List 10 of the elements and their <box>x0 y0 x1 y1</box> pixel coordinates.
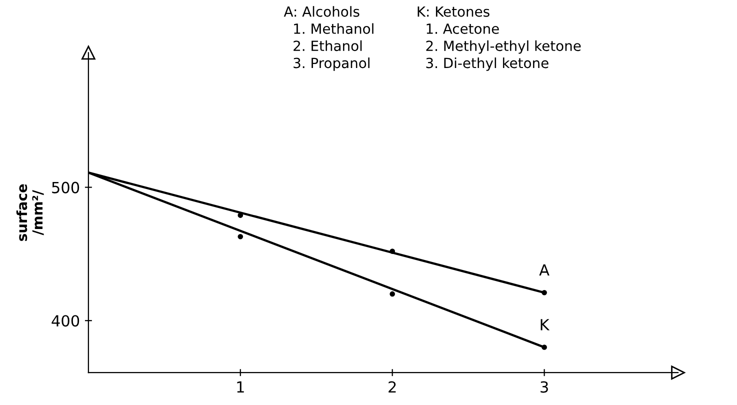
annotation: K: Ketones 1. Acetone 2. Methyl-ethyl ketone 3. Di-ethyl ketone <box>418 6 581 71</box>
y-tick-label: 400 <box>52 315 80 327</box>
y-axis-title: surface /mm²/ <box>16 184 44 241</box>
x-tick-label: 1 <box>237 381 244 393</box>
series-label: K <box>540 319 550 330</box>
x-tick-label: 3 <box>540 381 548 393</box>
x-tick-label: 2 <box>388 381 396 393</box>
annotation: A: Alcohols 1. Methanol 2. Ethanol 3. Propanol <box>284 6 374 71</box>
series-label: A <box>539 264 550 276</box>
y-tick-label: 500 <box>52 182 80 194</box>
